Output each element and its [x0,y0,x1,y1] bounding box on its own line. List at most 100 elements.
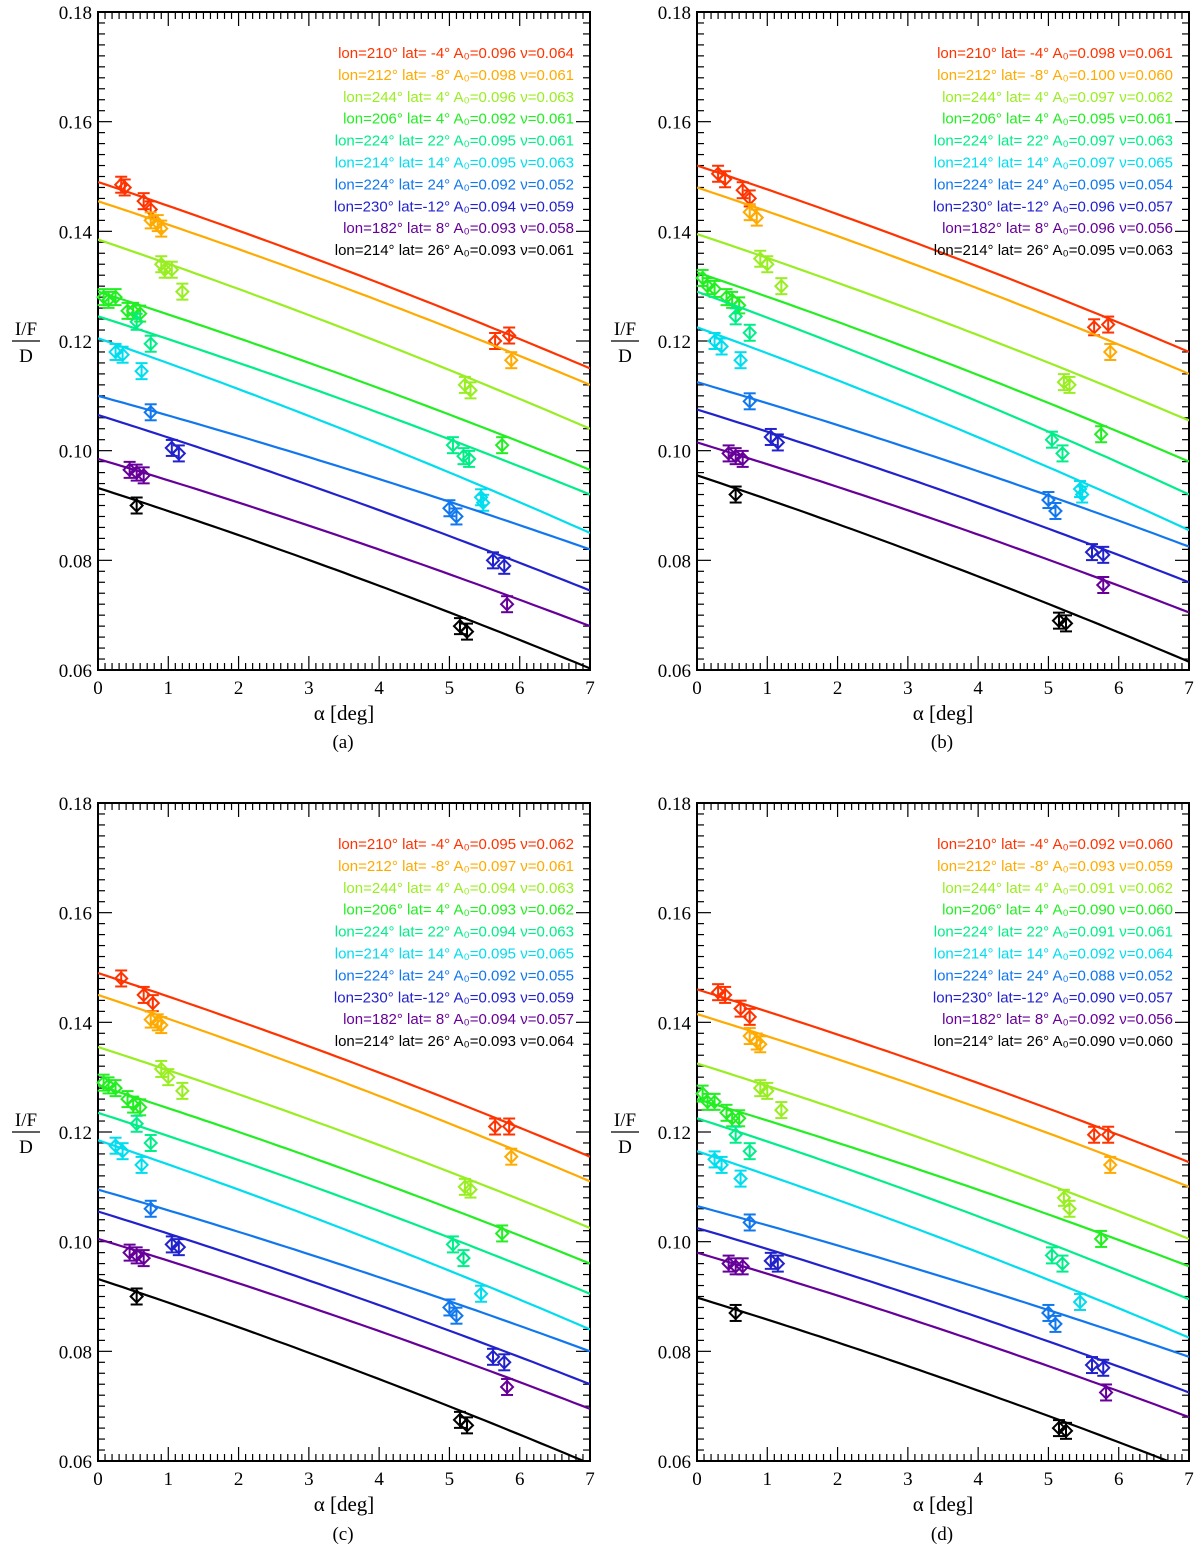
data-point [475,495,491,511]
x-tick-label: 0 [692,1469,702,1490]
data-point [742,1215,758,1230]
data-point [496,1354,512,1370]
data-point [710,984,726,1000]
y-axis-label-denominator: D [618,1137,632,1158]
x-axis-label: α [deg] [913,1492,974,1516]
x-tick-label: 0 [93,678,103,699]
data-point [700,278,715,294]
data-point [1062,1201,1077,1217]
y-tick-label: 0.06 [59,661,92,682]
legend-entry: lon=182° lat= 8° A₀=0.092 ν=0.056 [942,1011,1173,1028]
data-point [1093,426,1109,442]
data-point [456,1250,471,1266]
y-tick-label: 0.10 [59,442,92,463]
x-tick-label: 7 [1184,678,1194,699]
fit-curve [98,315,590,496]
series-1 [98,175,590,370]
series-3 [98,1045,590,1230]
data-point [1095,1360,1111,1376]
y-tick-label: 0.18 [658,3,691,24]
legend-entry: lon=230° lat=-12° A₀=0.093 ν=0.059 [334,989,574,1006]
data-point [101,1077,116,1093]
data-point [735,451,751,467]
data-point [136,987,152,1003]
series-7 [98,1188,590,1353]
y-tick-label: 0.12 [59,332,92,353]
series-4 [96,1073,590,1265]
data-point [714,1157,730,1173]
legend-entry: lon=182° lat= 8° A₀=0.093 ν=0.058 [343,220,574,237]
data-point [770,435,786,450]
data-point [129,1289,145,1304]
fit-curve [98,1139,590,1331]
fit-curve [697,186,1189,375]
x-tick-label: 3 [903,1469,913,1490]
data-point [113,971,129,986]
y-tick-label: 0.08 [59,1342,92,1363]
data-point [1051,1420,1067,1436]
data-point [707,1094,722,1110]
panel-4: 0 1 2 3 4 5 6 7 0.06 0.08 0.10 0.12 0.14 0.16 0.18 I/F D… [611,794,1194,1545]
data-point [136,467,152,483]
y-tick-label: 0.16 [59,113,92,134]
series-7 [697,381,1189,548]
legend-entry: lon=224° lat= 24° A₀=0.092 ν=0.052 [335,176,574,193]
y-tick-label: 0.18 [59,3,92,24]
data-point [728,448,744,464]
legend-entry: lon=210° lat= -4° A₀=0.098 ν=0.061 [937,45,1173,62]
panel-3: 0 1 2 3 4 5 6 7 0.06 0.08 0.10 0.12 0.14 0.16 0.18 I/F D… [12,794,595,1545]
data-point [1102,1157,1118,1173]
legend-entry: lon=224° lat= 24° A₀=0.092 ν=0.055 [335,967,574,984]
series-3 [98,238,590,430]
legend-entry: lon=214° lat= 26° A₀=0.093 ν=0.061 [335,242,574,259]
data-point [134,363,149,379]
x-tick-label: 3 [304,678,314,699]
data-point [463,382,478,398]
data-point [1044,1247,1060,1263]
series-5 [98,312,590,496]
data-point [1093,1231,1109,1247]
data-point [728,1127,744,1143]
data-point [120,303,135,319]
series-6 [697,1150,1189,1339]
data-point [108,289,123,305]
data-point [143,1135,159,1151]
legend-entry: lon=230° lat=-12° A₀=0.090 ν=0.057 [933,989,1173,1006]
x-tick-label: 3 [903,678,913,699]
data-point [733,352,748,368]
panel-label: (b) [931,732,953,753]
panel-label: (a) [332,732,353,753]
legend-entry: lon=224° lat= 22° A₀=0.091 ν=0.061 [934,924,1173,941]
x-tick-label: 5 [1044,1469,1054,1490]
data-point [153,221,169,237]
data-point [742,393,758,409]
data-point [1100,1127,1116,1143]
data-point [153,1017,169,1033]
panel-label: (d) [931,1524,953,1545]
series-6 [98,1136,590,1331]
x-tick-label: 4 [374,1469,384,1490]
fit-curve [697,233,1189,422]
data-point [129,498,145,513]
data-point [763,1253,779,1269]
y-tick-label: 0.08 [658,551,691,572]
series-9 [98,1237,590,1410]
data-point [449,509,464,524]
fit-curve [98,394,590,551]
fit-curve [697,1296,1171,1461]
data-point [1055,1256,1070,1272]
data-point [125,1097,141,1112]
x-tick-label: 4 [374,678,384,699]
data-point [463,1182,478,1197]
data-point [171,1239,187,1255]
fit-curve [697,474,1189,663]
data-point [459,1417,475,1433]
data-point [1095,577,1111,593]
y-tick-label: 0.12 [658,1123,691,1144]
data-point [501,1119,517,1134]
series-2 [697,1013,1189,1188]
data-point [160,1069,176,1085]
series-3 [697,1062,1189,1240]
